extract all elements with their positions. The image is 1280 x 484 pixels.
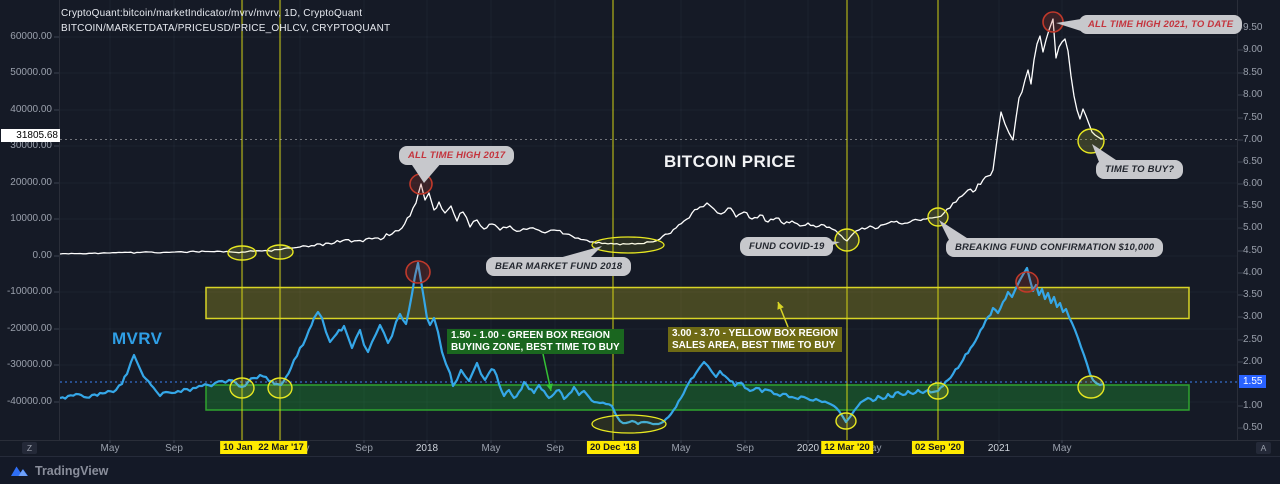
- chart-legend[interactable]: CryptoQuant:bitcoin/marketIndicator/mvrv…: [61, 6, 390, 36]
- price-axis-tick-label: -30000.00: [6, 359, 52, 370]
- mvrv-axis-tick-label: 3.50: [1243, 289, 1263, 300]
- price-axis-tick-label: 20000.00: [10, 177, 52, 188]
- yellow-zone-label-line2: SALES AREA, BEST TIME TO BUY: [672, 339, 836, 351]
- mvrv-axis-tick-label: 8.00: [1243, 89, 1263, 100]
- left-axis-z-button[interactable]: Z: [22, 442, 37, 454]
- mvrv-axis-tick-label: 6.50: [1243, 156, 1263, 167]
- mvrv-axis-tick-label: 8.50: [1243, 67, 1263, 78]
- callout-all-time-high-2021-tail: [1056, 19, 1081, 31]
- event-circle-yellow[interactable]: [927, 382, 949, 400]
- mvrv-axis-tick-label: 7.50: [1243, 112, 1263, 123]
- event-circle-red[interactable]: [1042, 11, 1064, 33]
- current-mvrv-label: 1.55: [1239, 375, 1267, 388]
- highlighted-date-label[interactable]: 02 Sep '20: [911, 441, 965, 454]
- highlight-ellipse[interactable]: [591, 236, 665, 254]
- current-price-label: 31805.68: [1, 129, 60, 142]
- price-axis-tick-label: -20000.00: [6, 323, 52, 334]
- mvrv-axis-tick-label: 4.00: [1243, 267, 1263, 278]
- chart-canvas[interactable]: [0, 0, 1280, 455]
- mvrv-axis-tick-label: 9.50: [1243, 22, 1263, 33]
- mvrv-axis-tick-label: 5.00: [1243, 222, 1263, 233]
- time-axis-tick-label: May: [100, 443, 120, 454]
- price-axis-tick-label: 50000.00: [10, 67, 52, 78]
- highlight-ellipse[interactable]: [591, 414, 667, 434]
- callout-fund-covid-19[interactable]: FUND COVID-19: [740, 237, 834, 256]
- price-axis-tick-label: 60000.00: [10, 31, 52, 42]
- highlighted-date-label[interactable]: 22 Mar '17: [255, 441, 307, 454]
- event-circle-yellow[interactable]: [1077, 128, 1105, 154]
- event-circle-red[interactable]: [1015, 271, 1039, 293]
- highlighted-date-label[interactable]: 20 Dec '18: [586, 441, 640, 454]
- mvrv-axis-tick-label: 2.00: [1243, 356, 1263, 367]
- price-axis-tick-label: -40000.00: [6, 396, 52, 407]
- time-axis-tick-label: Sep: [736, 443, 754, 454]
- time-axis-tick-label: 2021: [987, 443, 1011, 454]
- right-axis-auto-button[interactable]: A: [1256, 442, 1271, 454]
- price-axis-tick-label: -10000.00: [6, 286, 52, 297]
- time-axis-tick-label: May: [671, 443, 691, 454]
- callout-all-time-high-2017[interactable]: ALL TIME HIGH 2017: [399, 146, 515, 165]
- mvrv-axis-tick-label: 1.00: [1243, 400, 1263, 411]
- yellow-zone-label[interactable]: 3.00 - 3.70 - YELLOW BOX REGION SALES AR…: [668, 327, 842, 352]
- mvrv-axis-tick-label: 3.00: [1243, 311, 1263, 322]
- zone-pointer-arrowhead: [777, 302, 784, 310]
- callout-bear-market-fund-2018[interactable]: BEAR MARKET FUND 2018: [486, 257, 632, 276]
- green-zone-box[interactable]: [205, 384, 1190, 411]
- green-zone-label-line2: BUYING ZONE, BEST TIME TO BUY: [451, 341, 620, 353]
- bottom-bar: TradingView: [0, 456, 1280, 484]
- mvrv-axis-tick-label: 5.50: [1243, 200, 1263, 211]
- mvrv-axis-tick-label: 0.50: [1243, 422, 1263, 433]
- time-axis-tick-label: Sep: [546, 443, 564, 454]
- callout-time-to-buy[interactable]: TIME TO BUY?: [1096, 160, 1184, 179]
- highlighted-date-label[interactable]: 10 Jan '1: [220, 441, 266, 454]
- bitcoin-price-line: [60, 18, 1104, 255]
- event-circle-yellow[interactable]: [1077, 375, 1105, 399]
- time-axis-tick-label: May: [1052, 443, 1072, 454]
- tradingview-brand[interactable]: TradingView: [35, 463, 109, 478]
- event-circle-yellow[interactable]: [834, 228, 860, 252]
- time-axis-tick-label: 2018: [415, 443, 439, 454]
- mvrv-axis-tick-label: 7.00: [1243, 134, 1263, 145]
- price-axis-tick-label: 40000.00: [10, 104, 52, 115]
- mvrv-axis-tick-label: 2.50: [1243, 334, 1263, 345]
- yellow-zone-label-line1: 3.00 - 3.70 - YELLOW BOX REGION: [672, 328, 838, 339]
- event-circle-yellow[interactable]: [229, 377, 255, 399]
- callout-all-time-high-2021[interactable]: ALL TIME HIGH 2021, TO DATE: [1079, 15, 1243, 34]
- time-axis-tick-label: May: [481, 443, 501, 454]
- green-zone-label-line1: 1.50 - 1.00 - GREEN BOX REGION: [451, 330, 610, 341]
- time-axis-tick-label: 2020: [796, 443, 820, 454]
- price-axis-tick-label: 0.00: [32, 250, 52, 261]
- legend-line-price[interactable]: BITCOIN/MARKETDATA/PRICEUSD/PRICE_OHLCV,…: [61, 23, 391, 34]
- mvrv-text-label: MVRV: [112, 329, 163, 348]
- zone-pointer-arrowhead: [546, 383, 553, 391]
- tradingview-logo-icon[interactable]: [10, 463, 29, 478]
- price-axis-tick-label: 10000.00: [10, 213, 52, 224]
- callout-time-to-buy-tail: [1092, 144, 1119, 162]
- callout-breaking-fund-confirmation[interactable]: BREAKING FUND CONFIRMATION $10,000: [946, 238, 1164, 257]
- event-circle-yellow[interactable]: [835, 412, 857, 430]
- time-axis-tick-label: Sep: [165, 443, 183, 454]
- event-circle-red[interactable]: [405, 260, 431, 284]
- mvrv-axis-tick-label: 9.00: [1243, 44, 1263, 55]
- bitcoin-price-text-label: BITCOIN PRICE: [664, 152, 796, 171]
- callout-breaking-fund-confirmation-tail: [939, 220, 970, 240]
- callout-bear-market-fund-2018-tail: [552, 246, 602, 260]
- mvrv-axis-tick-label: 6.00: [1243, 178, 1263, 189]
- price-axis-tick-label: 30000.00: [10, 140, 52, 151]
- event-circle-yellow[interactable]: [227, 245, 257, 261]
- green-zone-label[interactable]: 1.50 - 1.00 - GREEN BOX REGION BUYING ZO…: [447, 329, 624, 354]
- highlighted-date-label[interactable]: 12 Mar '20: [821, 441, 873, 454]
- callout-all-time-high-2017-tail: [412, 162, 442, 183]
- time-axis-tick-label: Sep: [355, 443, 373, 454]
- event-circle-yellow[interactable]: [266, 244, 294, 260]
- event-circle-yellow[interactable]: [927, 207, 949, 227]
- mvrv-axis-tick-label: 4.50: [1243, 245, 1263, 256]
- legend-line-mvrv[interactable]: CryptoQuant:bitcoin/marketIndicator/mvrv…: [61, 8, 363, 19]
- event-circle-yellow[interactable]: [267, 377, 293, 399]
